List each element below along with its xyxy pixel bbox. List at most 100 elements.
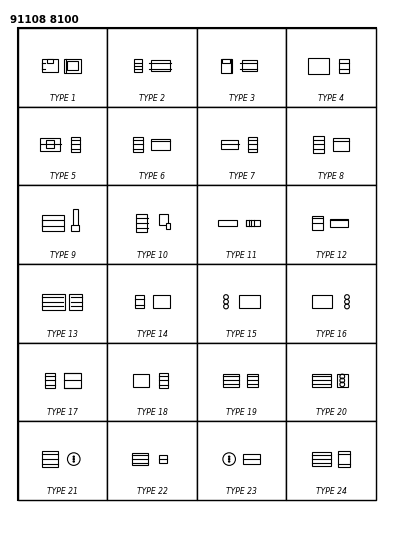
Bar bbox=[197, 28, 286, 107]
Bar bbox=[221, 59, 232, 73]
Bar bbox=[41, 294, 65, 310]
Bar bbox=[108, 28, 197, 107]
Bar bbox=[158, 373, 168, 387]
Bar bbox=[309, 58, 329, 74]
Bar bbox=[286, 343, 376, 421]
Text: TYPE 22: TYPE 22 bbox=[137, 487, 168, 496]
Bar bbox=[165, 223, 170, 229]
Circle shape bbox=[72, 456, 75, 458]
Circle shape bbox=[228, 460, 230, 463]
Bar bbox=[248, 138, 258, 151]
Bar bbox=[242, 60, 258, 71]
Text: TYPE 11: TYPE 11 bbox=[226, 251, 257, 260]
Bar bbox=[18, 185, 108, 264]
Text: TYPE 10: TYPE 10 bbox=[137, 251, 168, 260]
Bar bbox=[218, 220, 237, 226]
Text: TYPE 23: TYPE 23 bbox=[226, 487, 257, 496]
Bar bbox=[338, 451, 350, 467]
Text: TYPE 3: TYPE 3 bbox=[229, 94, 255, 103]
Bar bbox=[136, 214, 147, 232]
Bar bbox=[108, 421, 197, 500]
Bar bbox=[42, 215, 64, 231]
Text: TYPE 9: TYPE 9 bbox=[50, 251, 76, 260]
Text: TYPE 16: TYPE 16 bbox=[316, 330, 347, 338]
Text: TYPE 12: TYPE 12 bbox=[316, 251, 347, 260]
Bar bbox=[339, 59, 349, 73]
Text: TYPE 1: TYPE 1 bbox=[50, 94, 76, 103]
Bar bbox=[246, 220, 260, 226]
Text: TYPE 15: TYPE 15 bbox=[226, 330, 257, 338]
Text: TYPE 6: TYPE 6 bbox=[139, 172, 165, 181]
Text: TYPE 17: TYPE 17 bbox=[47, 408, 78, 417]
Text: TYPE 19: TYPE 19 bbox=[226, 408, 257, 417]
Bar bbox=[197, 343, 286, 421]
Bar bbox=[45, 373, 55, 387]
Bar bbox=[312, 374, 331, 387]
Bar bbox=[71, 136, 80, 152]
Bar bbox=[108, 264, 197, 343]
Bar bbox=[331, 219, 348, 227]
Bar bbox=[108, 343, 197, 421]
Bar bbox=[135, 295, 144, 308]
Text: TYPE 5: TYPE 5 bbox=[50, 172, 76, 181]
Bar bbox=[222, 59, 230, 63]
Bar bbox=[108, 185, 197, 264]
Bar bbox=[159, 455, 167, 463]
Bar bbox=[42, 60, 58, 72]
Bar bbox=[243, 454, 260, 464]
Bar bbox=[158, 214, 168, 225]
Bar bbox=[197, 107, 286, 185]
Bar bbox=[286, 264, 376, 343]
Bar bbox=[312, 452, 331, 466]
Bar bbox=[69, 294, 82, 310]
Bar bbox=[247, 374, 258, 387]
Bar bbox=[18, 343, 108, 421]
Bar bbox=[286, 185, 376, 264]
Bar bbox=[197, 264, 286, 343]
Bar bbox=[63, 373, 81, 389]
Bar bbox=[67, 61, 78, 70]
Bar bbox=[312, 216, 323, 230]
Bar bbox=[134, 374, 149, 387]
Bar bbox=[42, 451, 58, 467]
Bar bbox=[40, 138, 60, 151]
Bar bbox=[71, 225, 79, 231]
Bar bbox=[132, 453, 147, 465]
Bar bbox=[312, 295, 332, 308]
Text: TYPE 13: TYPE 13 bbox=[47, 330, 78, 338]
Bar bbox=[223, 374, 239, 387]
Bar bbox=[337, 374, 348, 387]
Bar bbox=[47, 59, 53, 63]
Bar bbox=[333, 138, 349, 151]
Circle shape bbox=[228, 458, 230, 461]
Bar bbox=[18, 28, 376, 500]
Text: 91108 8100: 91108 8100 bbox=[10, 15, 79, 25]
Bar bbox=[108, 107, 197, 185]
Bar bbox=[18, 421, 108, 500]
Circle shape bbox=[228, 456, 230, 458]
Bar bbox=[197, 185, 286, 264]
Text: TYPE 7: TYPE 7 bbox=[229, 172, 255, 181]
Bar bbox=[221, 140, 238, 149]
Circle shape bbox=[72, 458, 75, 461]
Bar bbox=[197, 421, 286, 500]
Bar bbox=[46, 141, 54, 148]
Text: TYPE 4: TYPE 4 bbox=[318, 94, 344, 103]
Bar bbox=[18, 28, 108, 107]
Bar bbox=[151, 60, 169, 71]
Text: TYPE 24: TYPE 24 bbox=[316, 487, 347, 496]
Bar bbox=[134, 60, 142, 72]
Bar bbox=[18, 107, 108, 185]
Bar bbox=[286, 28, 376, 107]
Bar bbox=[286, 107, 376, 185]
Bar bbox=[313, 136, 324, 153]
Text: TYPE 2: TYPE 2 bbox=[139, 94, 165, 103]
Bar bbox=[18, 264, 108, 343]
Text: TYPE 21: TYPE 21 bbox=[47, 487, 78, 496]
Bar bbox=[240, 295, 260, 308]
Bar bbox=[73, 209, 78, 228]
Circle shape bbox=[72, 460, 75, 463]
Bar bbox=[151, 139, 169, 150]
Bar bbox=[153, 295, 170, 308]
Bar bbox=[286, 421, 376, 500]
